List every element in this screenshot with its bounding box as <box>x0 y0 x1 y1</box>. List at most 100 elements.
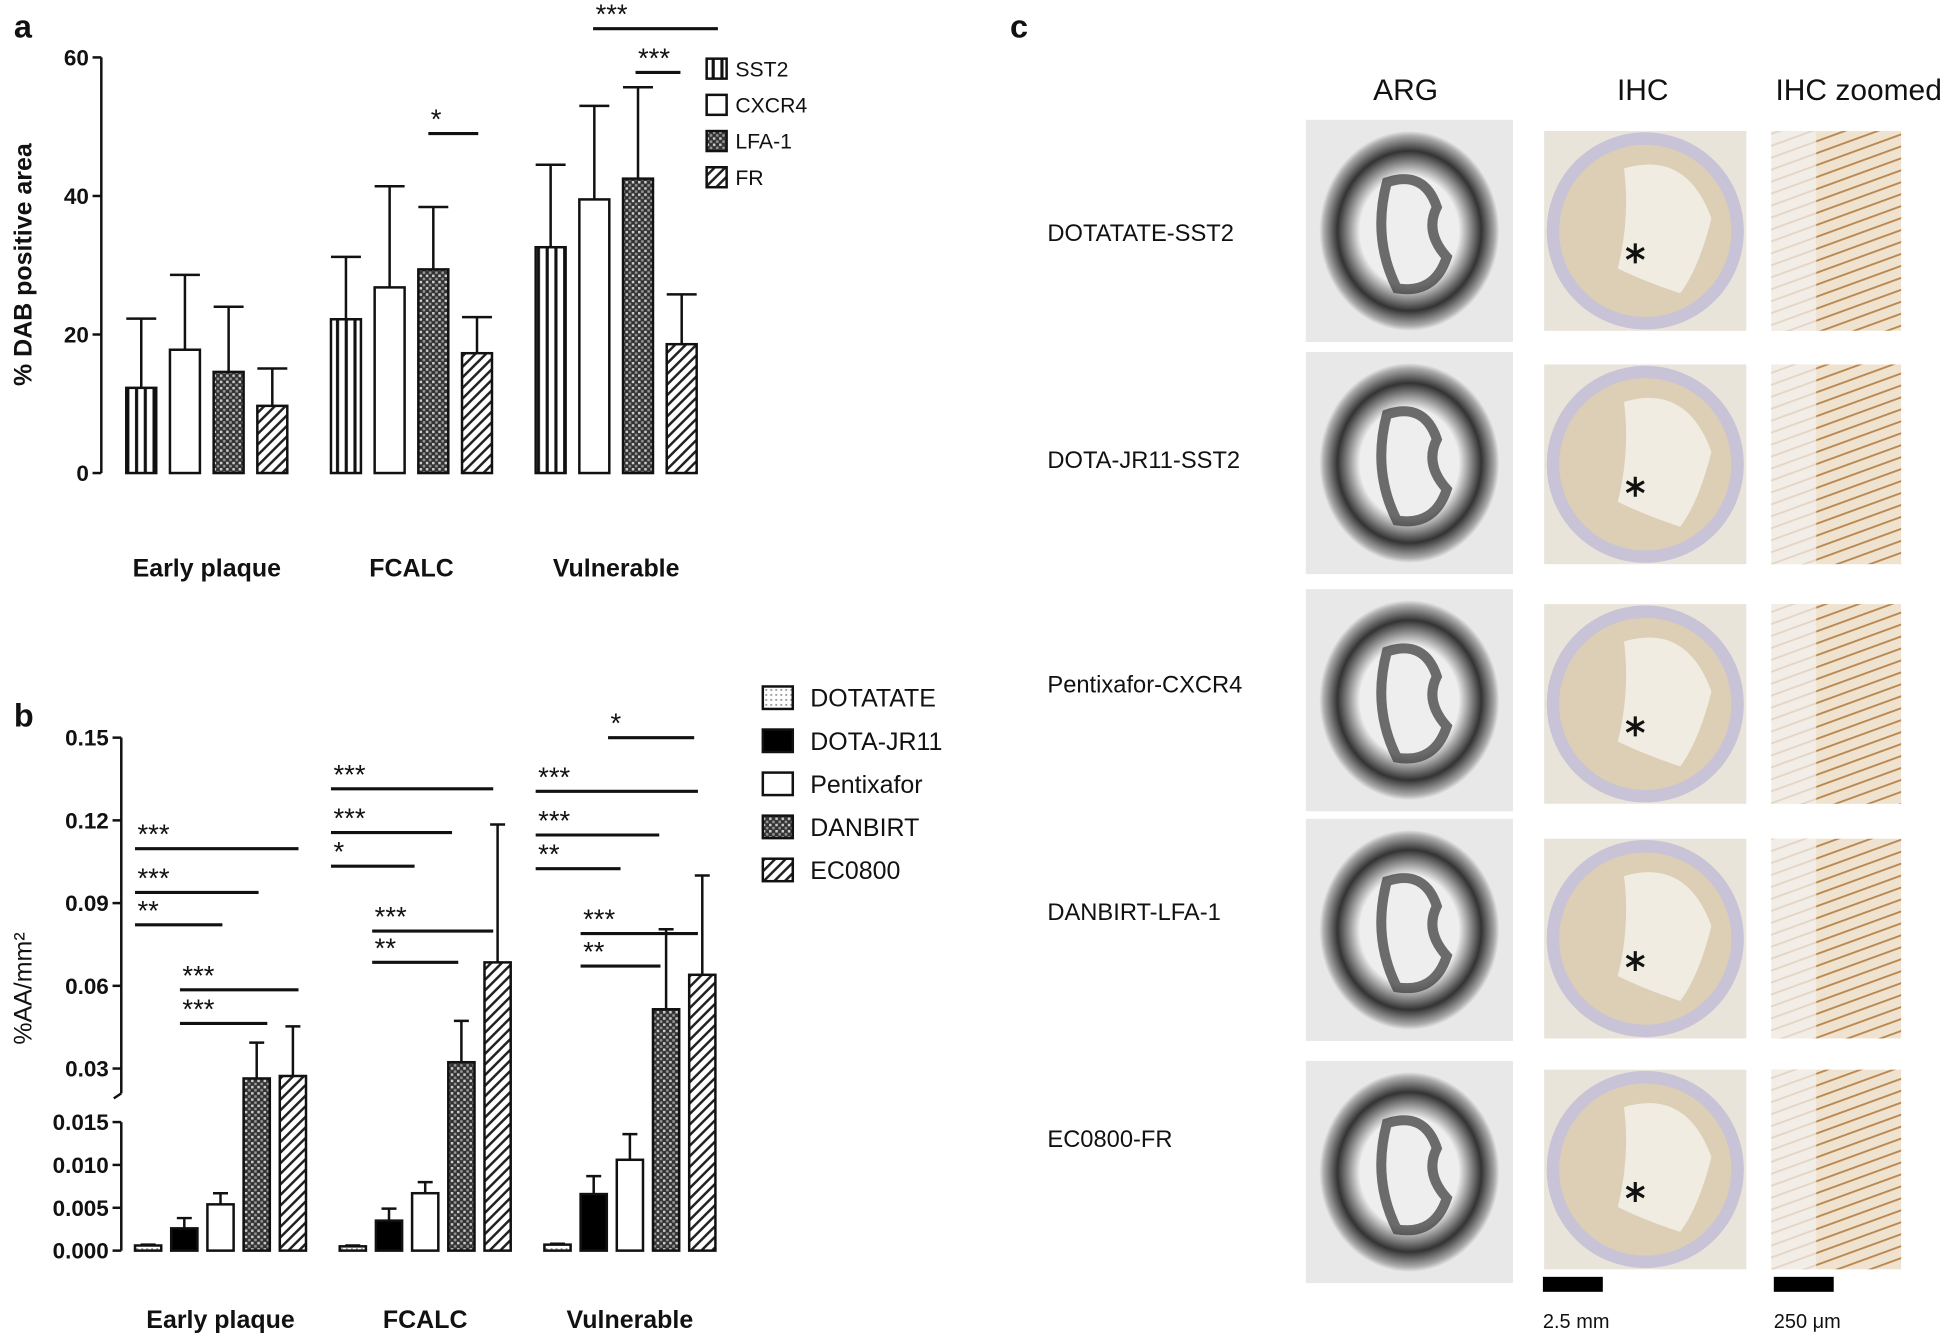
error-bar <box>418 205 449 270</box>
y-tick-label: 0.010 <box>53 1153 109 1178</box>
legend-swatch <box>761 685 795 711</box>
significance-label: *** <box>638 42 670 73</box>
error-bar <box>622 1132 638 1160</box>
arg-ring <box>1319 600 1500 801</box>
significance-label: ** <box>583 936 605 967</box>
error-bar <box>417 1180 433 1194</box>
bar <box>651 1008 681 1252</box>
row-label: EC0800-FR <box>1047 1127 1172 1153</box>
significance-label: ** <box>375 932 397 963</box>
legend-swatch <box>705 166 728 189</box>
zoomed-edge <box>1771 604 1817 804</box>
zoomed-edge <box>1771 1069 1817 1270</box>
row-label: Pentixafor-CXCR4 <box>1047 673 1242 699</box>
ihc-lumen <box>1617 397 1712 527</box>
bar <box>338 1245 368 1252</box>
error-bar <box>176 1216 192 1229</box>
row-label: DANBIRT-LFA-1 <box>1047 900 1220 926</box>
error-bar <box>213 1191 228 1205</box>
bar <box>687 973 717 1252</box>
y-tick-label: 0.015 <box>53 1110 109 1135</box>
panel-label: c <box>1010 8 1028 44</box>
x-category-label: Vulnerable <box>567 1306 694 1334</box>
legend-label: LFA-1 <box>735 131 792 154</box>
legend-swatch <box>761 771 795 797</box>
y-tick-label: 0.000 <box>53 1239 109 1264</box>
significance-label: *** <box>182 993 214 1024</box>
legend-label: CXCR4 <box>735 94 807 117</box>
arg-ring <box>1319 830 1500 1030</box>
bar <box>615 1158 645 1252</box>
significance-label: *** <box>583 904 615 935</box>
bar <box>543 1243 572 1252</box>
ihc-lumen <box>1617 637 1712 767</box>
legend-label: DOTA-JR11 <box>810 728 942 756</box>
significance-label: *** <box>538 761 570 792</box>
bar <box>206 1203 235 1252</box>
significance-label: ** <box>538 839 560 870</box>
y-tick-label: 0.15 <box>65 726 109 751</box>
zoomed-edge <box>1771 364 1817 565</box>
asterisk <box>1625 243 1645 264</box>
column-header: IHC zoomed <box>1775 74 1941 107</box>
significance-label: * <box>611 708 622 739</box>
bar <box>460 351 494 475</box>
row-label: DOTATATE-SST2 <box>1047 221 1234 247</box>
y-tick-label: 0 <box>76 461 89 486</box>
error-bar <box>694 874 710 975</box>
error-bar <box>285 1025 301 1076</box>
y-tick-label: 40 <box>64 184 89 209</box>
zoomed-edge <box>1771 838 1817 1039</box>
zoomed-edge <box>1771 131 1817 331</box>
error-bar <box>330 255 361 320</box>
bar <box>256 404 289 475</box>
error-bar <box>666 293 697 345</box>
x-category-label: FCALC <box>383 1306 468 1334</box>
y-tick-label: 0.09 <box>65 891 109 916</box>
legend-label: SST2 <box>735 58 788 81</box>
bar <box>417 268 450 475</box>
bar <box>212 370 245 475</box>
y-tick-label: 0.03 <box>65 1057 109 1082</box>
column-header: ARG <box>1373 74 1438 107</box>
significance-label: *** <box>333 803 365 834</box>
bar <box>374 1219 404 1252</box>
significance-label: *** <box>375 901 407 932</box>
error-bar <box>462 315 492 354</box>
y-tick-label: 60 <box>64 46 89 71</box>
error-bar <box>126 317 157 388</box>
error-bar <box>374 185 405 288</box>
arg-lumen <box>1376 873 1453 994</box>
scale-bar-label: 250 μm <box>1774 1311 1841 1333</box>
y-tick-label: 0.005 <box>53 1196 109 1221</box>
error-bar <box>249 1041 265 1079</box>
row-label: DOTA-JR11-SST2 <box>1047 448 1240 474</box>
legend-swatch <box>705 57 728 80</box>
scale-bar <box>1773 1276 1834 1292</box>
legend-swatch <box>761 857 795 883</box>
significance-label: ** <box>138 895 160 926</box>
error-bar <box>257 367 288 406</box>
significance-label: *** <box>138 819 170 850</box>
error-bar <box>381 1207 397 1221</box>
panel-label: b <box>14 697 34 733</box>
ihc-lumen <box>1617 1103 1712 1232</box>
bar <box>578 198 611 475</box>
y-tick-label: 0.06 <box>65 974 109 999</box>
error-bar <box>535 163 566 248</box>
bar <box>278 1074 308 1252</box>
axis-break <box>113 1092 122 1100</box>
bar <box>329 318 363 475</box>
bar <box>447 1060 476 1252</box>
significance-label: *** <box>138 862 170 893</box>
asterisk <box>1625 476 1645 497</box>
asterisk <box>1625 1181 1645 1202</box>
arg-lumen <box>1376 1115 1453 1236</box>
legend-swatch <box>705 93 728 117</box>
legend-swatch <box>761 814 795 840</box>
bar <box>579 1192 609 1252</box>
error-bar <box>213 305 244 372</box>
bar <box>483 961 512 1252</box>
